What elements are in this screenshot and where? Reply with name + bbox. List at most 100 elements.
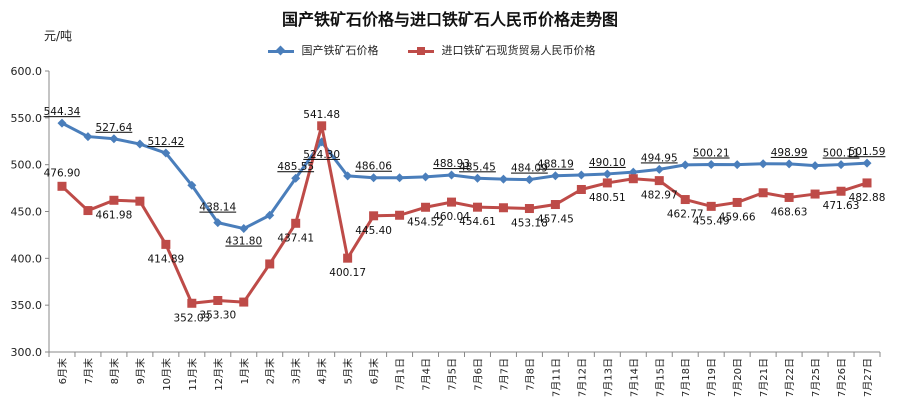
data-label-domestic: 494.95 bbox=[641, 152, 678, 164]
data-label-domestic: 484.09 bbox=[511, 163, 548, 175]
data-point-import bbox=[706, 201, 716, 211]
x-tick-label: 7月8日 bbox=[524, 358, 536, 391]
data-point-domestic bbox=[654, 164, 664, 174]
data-label-domestic: 488.19 bbox=[537, 159, 574, 171]
x-tick-label: 7月1日 bbox=[395, 358, 407, 391]
data-point-import bbox=[498, 203, 508, 213]
data-point-import bbox=[836, 186, 846, 196]
data-label-import: 476.90 bbox=[44, 167, 81, 179]
data-label-import: 352.03 bbox=[173, 312, 210, 324]
data-point-domestic bbox=[447, 170, 457, 180]
data-point-import bbox=[213, 295, 223, 305]
x-tick-label: 7月6日 bbox=[472, 358, 484, 391]
data-label-import: 437.41 bbox=[277, 232, 314, 244]
data-point-import bbox=[810, 189, 820, 199]
x-tick-label: 7月12日 bbox=[576, 358, 588, 397]
data-label-domestic: 438.14 bbox=[199, 202, 236, 214]
data-point-import bbox=[317, 121, 327, 131]
x-tick-label: 7月27日 bbox=[862, 358, 874, 397]
data-point-import bbox=[109, 195, 119, 205]
data-point-import bbox=[187, 298, 197, 308]
x-tick-label: 11月末 bbox=[186, 358, 199, 391]
data-point-import bbox=[83, 206, 93, 216]
data-point-import bbox=[862, 178, 872, 188]
x-tick-label: 7月11日 bbox=[550, 358, 562, 397]
data-label-domestic: 500.11 bbox=[823, 148, 860, 160]
data-point-domestic bbox=[524, 175, 534, 185]
legend-swatch-domestic bbox=[268, 45, 294, 56]
y-tick-label: 550.0 bbox=[11, 112, 43, 125]
data-label-import: 457.45 bbox=[537, 214, 574, 226]
x-tick-label: 1月末 bbox=[238, 358, 251, 384]
x-tick-label: 7月26日 bbox=[836, 358, 848, 397]
data-point-import bbox=[395, 210, 405, 220]
data-label-import: 414.89 bbox=[147, 253, 184, 265]
data-point-domestic bbox=[732, 160, 742, 170]
data-label-domestic: 501.59 bbox=[849, 146, 886, 158]
data-point-domestic bbox=[109, 134, 119, 144]
x-tick-label: 7月20日 bbox=[732, 358, 744, 397]
data-label-import: 482.88 bbox=[849, 192, 886, 204]
x-tick-label: 7月22日 bbox=[784, 358, 796, 397]
data-label-domestic: 486.06 bbox=[355, 161, 392, 173]
data-label-import: 455.49 bbox=[693, 215, 730, 227]
chart-title: 国产铁矿石价格与进口铁矿石人民币价格走势图 bbox=[281, 10, 618, 29]
x-tick-label: 7月末 bbox=[82, 358, 95, 384]
data-label-import: 454.52 bbox=[407, 216, 444, 228]
data-label-import: 471.63 bbox=[823, 200, 860, 212]
data-point-domestic bbox=[291, 173, 301, 183]
x-tick-label: 2月末 bbox=[264, 358, 277, 384]
data-point-domestic bbox=[550, 171, 560, 181]
legend-item-import: 进口铁矿石现货贸易人民币价格 bbox=[408, 42, 596, 58]
data-point-import bbox=[57, 181, 67, 191]
data-point-import bbox=[421, 202, 431, 212]
data-label-domestic: 431.80 bbox=[225, 236, 262, 248]
data-label-domestic: 490.10 bbox=[589, 157, 626, 169]
data-point-domestic bbox=[576, 170, 586, 180]
x-tick-label: 7月13日 bbox=[602, 358, 614, 397]
data-label-import: 459.66 bbox=[719, 211, 756, 223]
data-point-import bbox=[524, 204, 534, 214]
x-tick-label: 7月14日 bbox=[628, 358, 640, 397]
x-tick-label: 5月末 bbox=[342, 358, 355, 384]
data-point-import bbox=[369, 211, 379, 221]
data-point-import bbox=[576, 184, 586, 194]
data-point-domestic bbox=[706, 159, 716, 169]
data-label-import: 462.77 bbox=[667, 209, 704, 221]
data-point-domestic bbox=[369, 173, 379, 183]
data-point-import bbox=[654, 176, 664, 186]
data-point-import bbox=[758, 188, 768, 198]
data-point-domestic bbox=[83, 132, 93, 142]
data-point-domestic bbox=[213, 218, 223, 228]
x-tick-label: 7月15日 bbox=[654, 358, 666, 397]
legend-label-import: 进口铁矿石现货贸易人民币价格 bbox=[441, 44, 596, 57]
x-tick-label: 3月末 bbox=[290, 358, 303, 384]
data-point-import bbox=[784, 192, 794, 202]
data-point-domestic bbox=[758, 159, 768, 169]
legend-item-domestic: 国产铁矿石价格 bbox=[268, 42, 379, 58]
data-point-domestic bbox=[265, 210, 275, 220]
data-point-domestic bbox=[187, 180, 197, 190]
data-label-import: 400.17 bbox=[329, 267, 366, 279]
data-point-import bbox=[628, 174, 638, 184]
y-axis-unit-label: 元/吨 bbox=[44, 29, 73, 43]
x-tick-label: 12月末 bbox=[212, 358, 225, 391]
x-tick-label: 9月末 bbox=[134, 358, 147, 384]
data-point-domestic bbox=[862, 158, 872, 168]
legend-label-domestic: 国产铁矿石价格 bbox=[301, 44, 379, 57]
data-point-import bbox=[447, 197, 457, 207]
legend: 国产铁矿石价格 进口铁矿石现货贸易人民币价格 bbox=[268, 42, 622, 58]
x-tick-label: 7月18日 bbox=[680, 358, 692, 397]
data-point-domestic bbox=[239, 224, 249, 234]
data-point-import bbox=[680, 195, 690, 205]
data-label-import: 353.30 bbox=[199, 309, 236, 321]
x-tick-label: 6月末 bbox=[56, 358, 69, 384]
x-tick-label: 7月21日 bbox=[758, 358, 770, 397]
data-point-import bbox=[265, 259, 275, 269]
data-point-domestic bbox=[602, 169, 612, 179]
x-tick-label: 7月4日 bbox=[421, 358, 433, 391]
data-point-domestic bbox=[57, 118, 67, 128]
data-label-import: 460.04 bbox=[433, 211, 470, 223]
data-point-domestic bbox=[395, 173, 405, 183]
